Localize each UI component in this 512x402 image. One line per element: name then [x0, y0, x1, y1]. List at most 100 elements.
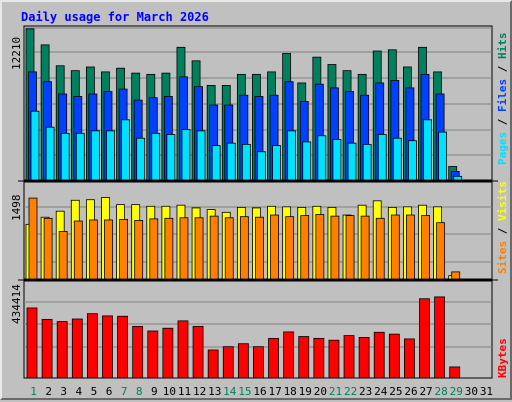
bar-kbytes	[373, 331, 385, 379]
bar-sites	[28, 197, 38, 280]
legend-hits-files-pages: Pages / Files / Hits	[496, 33, 509, 166]
bar-sites	[58, 231, 68, 280]
bar-pages	[211, 145, 221, 181]
visits-axis-max-label: 1498	[10, 194, 23, 222]
bar-sites	[134, 220, 144, 280]
legend-visits-sites: Sites / Visits	[496, 181, 509, 274]
legend-separator: /	[496, 112, 509, 132]
bar-sites	[179, 217, 189, 280]
x-day-label: 28	[434, 385, 448, 398]
bar-sites	[451, 271, 461, 280]
x-day-label: 31	[479, 385, 494, 398]
legend-pages: Pages	[496, 131, 509, 165]
bar-pages	[241, 143, 251, 181]
bar-pages	[347, 142, 357, 181]
legend-files: Files	[496, 78, 509, 112]
legend-separator: /	[496, 59, 509, 79]
x-day-label: 19	[298, 385, 312, 398]
x-day-label: 4	[75, 385, 83, 398]
bar-sites	[149, 218, 159, 280]
bar-pages	[332, 139, 342, 181]
bar-pages	[392, 137, 402, 181]
bar-sites	[119, 219, 128, 280]
legend-kbytes-label: KBytes	[496, 338, 509, 378]
bar-sites	[345, 215, 355, 280]
bar-sites	[406, 214, 415, 280]
bar-pages	[45, 126, 55, 181]
bar-sites	[255, 216, 264, 280]
hits-axis-max-label: 12210	[10, 36, 23, 70]
x-day-label: 18	[283, 385, 297, 398]
bar-sites	[209, 215, 219, 280]
bar-kbytes	[86, 313, 98, 379]
bar-pages	[317, 135, 327, 181]
x-day-label: 24	[374, 385, 388, 398]
x-day-label: 22	[343, 385, 358, 398]
bar-pages	[136, 137, 146, 181]
bar-kbytes	[404, 338, 415, 379]
bar-pages	[377, 134, 387, 181]
bar-kbytes	[388, 333, 400, 379]
x-day-label: 20	[313, 385, 327, 398]
x-day-label: 29	[449, 385, 463, 398]
bar-pages	[287, 130, 297, 181]
bar-pages	[226, 142, 236, 181]
x-day-label: 9	[151, 385, 158, 398]
kbytes-axis-max-label: 434414	[10, 284, 23, 324]
graph-title: Daily usage for March 2026	[21, 10, 209, 24]
x-day-label: 5	[90, 385, 98, 398]
bar-kbytes	[449, 366, 461, 379]
bar-pages	[362, 143, 372, 181]
bar-sites	[390, 214, 400, 280]
bar-pages	[60, 132, 70, 181]
bar-kbytes	[237, 343, 249, 379]
bar-kbytes	[192, 325, 204, 379]
bar-sites	[194, 217, 204, 280]
x-day-label: 23	[359, 385, 373, 398]
bar-pages	[166, 134, 176, 181]
bar-pages	[438, 131, 448, 181]
bar-kbytes	[328, 339, 340, 379]
bar-kbytes	[41, 318, 53, 379]
bar-kbytes	[162, 327, 174, 379]
bar-kbytes	[343, 335, 355, 379]
bar-pages	[75, 132, 85, 181]
x-day-label: 2	[45, 385, 52, 398]
bar-kbytes	[222, 346, 234, 379]
bar-pages	[181, 129, 191, 181]
bar-kbytes	[71, 318, 83, 379]
bar-kbytes	[147, 330, 159, 379]
bar-sites	[224, 217, 234, 280]
x-day-label: 8	[135, 385, 143, 398]
legend-kbytes: KBytes	[496, 338, 509, 378]
bar-kbytes	[207, 349, 219, 379]
x-day-label: 6	[105, 385, 113, 398]
bar-pages	[121, 119, 130, 181]
x-day-label: 27	[419, 385, 433, 398]
bar-sites	[330, 215, 340, 280]
bar-pages	[151, 132, 161, 181]
bar-kbytes	[132, 325, 144, 379]
bar-sites	[375, 217, 385, 280]
bar-pages	[408, 140, 417, 181]
bar-kbytes	[434, 296, 446, 379]
bar-sites	[300, 215, 310, 280]
legend-sites: Sites	[496, 240, 509, 274]
bar-kbytes	[253, 346, 264, 379]
x-day-label: 15	[238, 385, 252, 398]
bar-sites	[88, 219, 98, 280]
bar-pages	[90, 130, 100, 181]
bar-pages	[272, 145, 281, 181]
x-day-label: 1	[30, 385, 37, 398]
bar-kbytes	[177, 320, 189, 379]
bar-kbytes	[283, 331, 295, 379]
x-day-label: 30	[464, 385, 478, 398]
x-day-label: 12	[192, 385, 207, 398]
bar-kbytes	[268, 337, 279, 379]
bar-pages	[196, 130, 206, 181]
bar-kbytes	[313, 337, 325, 379]
bar-sites	[270, 214, 279, 280]
bar-sites	[315, 214, 325, 280]
bar-sites	[436, 222, 446, 280]
